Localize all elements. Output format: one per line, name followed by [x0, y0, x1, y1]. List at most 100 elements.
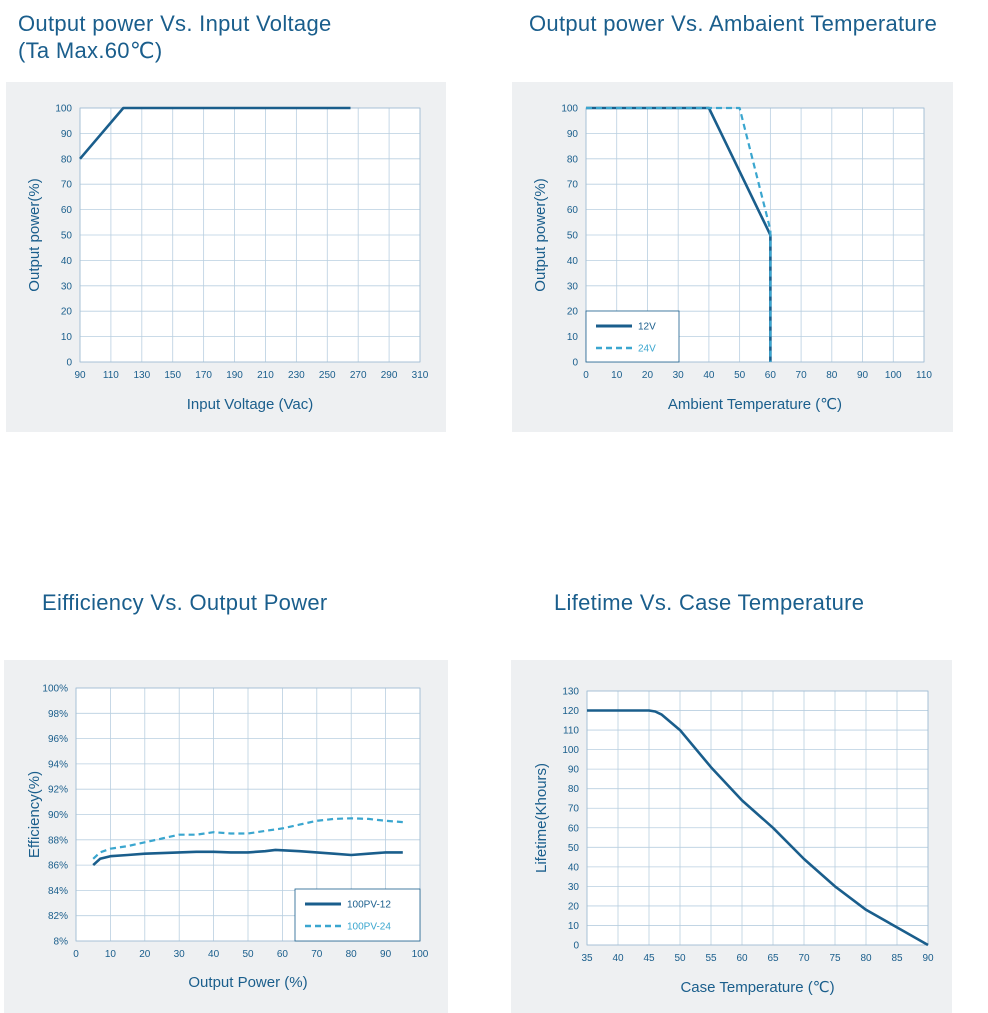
chart4-plot-area [587, 691, 928, 945]
chart2-y-tick-7: 70 [567, 180, 579, 191]
chart3-y-tick-4: 88% [48, 835, 68, 846]
chart2-x-axis-label: Ambient Temperature (℃) [668, 396, 842, 413]
chart1-y-tick-10: 100 [55, 104, 72, 115]
chart4-y-tick-2: 20 [568, 901, 580, 912]
chart1-title: Output power Vs. Input Voltage (Ta Max.6… [18, 10, 332, 64]
chart1-x-tick-2: 130 [133, 370, 150, 381]
chart4-y-tick-4: 40 [568, 862, 580, 873]
chart1-x-tick-3: 150 [164, 370, 181, 381]
chart2-title: Output power Vs. Ambaient Temperature [529, 10, 937, 37]
chart1-y-tick-6: 60 [61, 205, 73, 216]
chart2-x-tick-3: 30 [673, 370, 685, 381]
chart4-y-tick-13: 130 [562, 687, 579, 698]
chart3-panel: 0 10 20 30 40 50 60 70 80 90 100 8% 82% 84% 86% 88% 90% 9… [4, 660, 448, 1013]
chart2-plot-border [585, 107, 925, 363]
chart3-x-tick-0: 0 [73, 949, 79, 960]
chart4-series-0-line [587, 709, 929, 947]
chart3-x-tick-3: 30 [174, 949, 186, 960]
chart1-x-tick-10: 290 [381, 370, 398, 381]
chart2-y-tick-5: 50 [567, 231, 579, 242]
chart3-y-tick-9: 98% [48, 709, 68, 720]
chart4-x-tick-4: 55 [705, 953, 717, 964]
chart4-y-tick-5: 50 [568, 843, 580, 854]
chart3-x-tick-4: 40 [208, 949, 220, 960]
chart3-x-tick-6: 60 [277, 949, 289, 960]
chart2-y-tick-1: 10 [567, 332, 579, 343]
chart4-x-tick-9: 80 [860, 953, 872, 964]
chart3-y-tick-2: 84% [48, 886, 68, 897]
chart2-x-tick-1: 10 [611, 370, 623, 381]
chart3-x-tick-9: 90 [380, 949, 392, 960]
chart2-y-tick-4: 40 [567, 256, 579, 267]
chart3-y-tick-7: 94% [48, 759, 68, 770]
chart2-plot: 0 10 20 30 40 50 60 70 80 90 100 110 0 10 20 30 40 50 60 70… [532, 104, 932, 414]
chart3-series-100pv-24-line [92, 817, 403, 860]
chart4-y-axis-label: Lifetime(Khours) [533, 763, 550, 873]
chart2-panel: 0 10 20 30 40 50 60 70 80 90 100 110 0 10 20 30 40 50 60 70… [512, 82, 953, 432]
chart1-x-tick-9: 270 [350, 370, 367, 381]
chart3-plot: 0 10 20 30 40 50 60 70 80 90 100 8% 82% 84% 86% 88% 90% 9… [26, 684, 429, 992]
chart4-y-tick-6: 60 [568, 823, 580, 834]
chart4-title-line1: Lifetime Vs. Case Temperature [554, 590, 865, 615]
chart4-x-tick-6: 65 [767, 953, 779, 964]
chart4-y-tick-8: 80 [568, 784, 580, 795]
chart4-panel: 35 40 45 50 55 60 65 70 75 80 85 90 0 10 20 30 40 50 60 70 8… [511, 660, 952, 1013]
chart1-x-tick-7: 230 [288, 370, 305, 381]
chart2-y-tick-8: 80 [567, 154, 579, 165]
chart1-x-axis-label: Input Voltage (Vac) [187, 396, 313, 413]
chart3-x-tick-8: 80 [346, 949, 358, 960]
chart4-plot-border [586, 690, 929, 946]
chart4-x-tick-8: 75 [829, 953, 841, 964]
chart4-plot: 35 40 45 50 55 60 65 70 75 80 85 90 0 10 20 30 40 50 60 70 8… [533, 687, 934, 997]
chart4-x-tick-11: 90 [922, 953, 934, 964]
chart3-y-tick-0: 8% [54, 937, 69, 948]
chart4-x-tick-2: 45 [643, 953, 655, 964]
chart1-panel: 90 110 130 150 170 190 210 230 250 270 290 310 0 10 20… [6, 82, 446, 432]
chart4-y-tick-12: 120 [562, 706, 579, 717]
chart1-y-tick-3: 30 [61, 281, 73, 292]
chart3-x-axis-label: Output Power (%) [188, 974, 307, 991]
chart2-x-tick-0: 0 [583, 370, 589, 381]
chart4-y-tick-9: 90 [568, 765, 580, 776]
chart1-plot: 90 110 130 150 170 190 210 230 250 270 290 310 0 10 20… [26, 104, 429, 414]
chart1-y-tick-4: 40 [61, 256, 73, 267]
chart4-x-tick-5: 60 [736, 953, 748, 964]
chart4-x-axis-label: Case Temperature (℃) [680, 979, 834, 996]
chart4-x-tick-10: 85 [891, 953, 903, 964]
chart3-plot-border [75, 687, 421, 942]
chart1-x-tick-8: 250 [319, 370, 336, 381]
chart2-x-tick-11: 110 [916, 370, 932, 381]
chart1-x-tick-5: 190 [226, 370, 243, 381]
chart3-x-tick-2: 20 [139, 949, 151, 960]
chart2-y-tick-2: 20 [567, 307, 579, 318]
chart3-x-tick-1: 10 [105, 949, 117, 960]
chart2-legend-label-0: 12V [638, 322, 656, 333]
chart2-x-tick-9: 90 [857, 370, 869, 381]
chart1-y-tick-2: 20 [61, 307, 73, 318]
chart1-x-tick-4: 170 [195, 370, 212, 381]
chart1-x-tick-0: 90 [74, 370, 86, 381]
chart4-y-tick-1: 10 [568, 921, 580, 932]
chart3-title: Eifficiency Vs. Output Power [42, 589, 328, 616]
chart2-y-axis-label: Output power(%) [532, 178, 549, 291]
chart4-y-tick-0: 0 [573, 941, 579, 952]
chart2-x-tick-10: 100 [885, 370, 902, 381]
chart4-x-tick-0: 35 [581, 953, 593, 964]
chart2-y-tick-10: 100 [561, 104, 578, 115]
chart1-y-tick-1: 10 [61, 332, 73, 343]
chart1-title-line1: Output power Vs. Input Voltage [18, 11, 332, 36]
chart2-x-tick-7: 70 [796, 370, 808, 381]
chart4-x-tick-1: 40 [612, 953, 624, 964]
chart3-legend-label-1: 100PV-24 [347, 922, 391, 933]
chart1-y-tick-8: 80 [61, 154, 73, 165]
chart1-x-tick-6: 210 [257, 370, 274, 381]
chart2-x-tick-8: 80 [826, 370, 838, 381]
chart3-y-tick-1: 82% [48, 911, 68, 922]
chart2-title-line1: Output power Vs. Ambaient Temperature [529, 11, 938, 36]
chart3-x-tick-7: 70 [311, 949, 323, 960]
chart4-y-tick-10: 100 [562, 745, 579, 756]
chart1-y-tick-5: 50 [61, 231, 73, 242]
chart4-x-tick-3: 50 [674, 953, 686, 964]
chart1-x-tick-11: 310 [412, 370, 429, 381]
chart2-y-tick-6: 60 [567, 205, 579, 216]
